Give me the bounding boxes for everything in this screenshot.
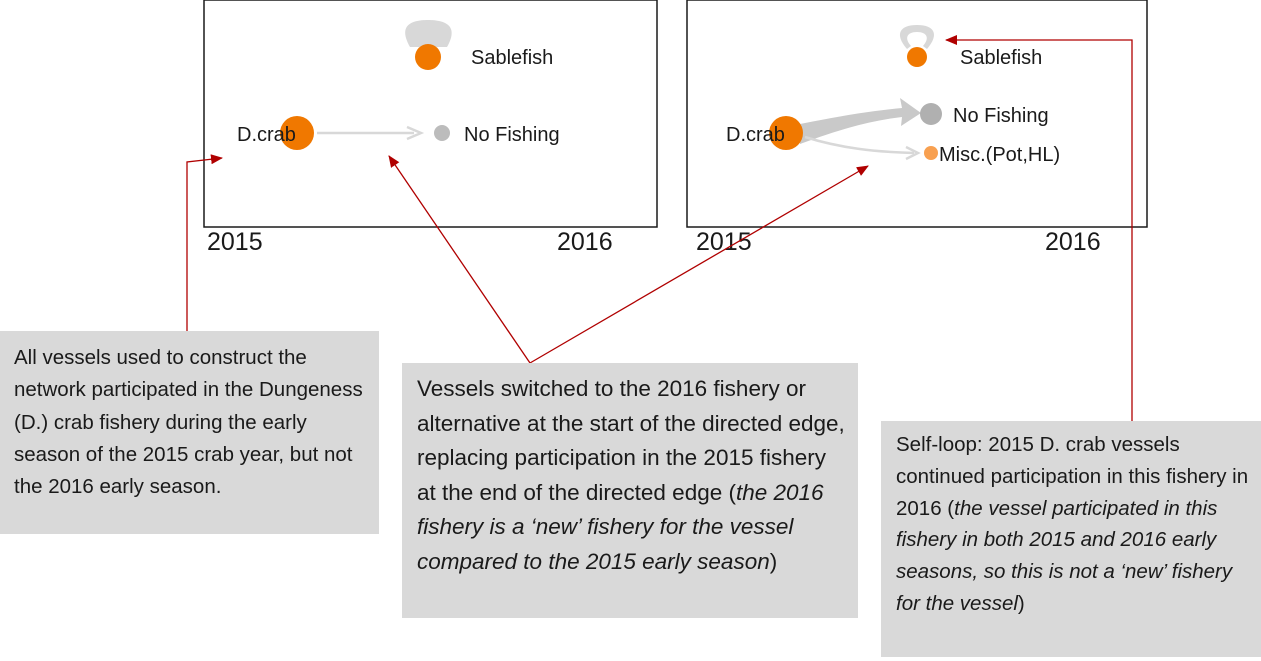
note-loop-text: Self-loop: 2015 D. crab vessels continue…: [896, 429, 1251, 620]
callout-arrow-to-dcrab: [186, 154, 223, 331]
note-network-definition: All vessels used to construct the networ…: [0, 331, 379, 534]
note-loop-main: Self-loop: 2015 D. crab vessels continue…: [896, 433, 1249, 520]
callout-arrow-to-edge-panel-1: [388, 155, 531, 364]
note-directed-edge: Vessels switched to the 2016 fishery or …: [402, 363, 858, 618]
label-dcrab: D.crab: [726, 124, 785, 146]
callout-arrows: [186, 35, 1133, 421]
edge-dcrab-to-no-fishing: [317, 125, 425, 141]
label-sablefish: Sablefish: [960, 47, 1042, 69]
note-loop-end: ): [1017, 591, 1025, 615]
label-sablefish: Sablefish: [471, 47, 553, 69]
node-misc: [924, 146, 938, 160]
sablefish-self-loop: [405, 20, 452, 47]
note-network-text: All vessels used to construct the networ…: [14, 346, 363, 499]
edge-dcrab-to-misc: [804, 135, 921, 161]
note-edge-end: ): [769, 548, 778, 574]
note-edge-italic: the 2016 fishery is a ‘new’ fishery for …: [417, 479, 824, 574]
node-no-fishing: [434, 125, 450, 141]
node-sablefish: [415, 44, 441, 70]
year-end-label: 2016: [557, 228, 613, 256]
year-end-label: 2016: [1045, 228, 1101, 256]
callout-arrow-to-edge-panel-2: [529, 165, 869, 364]
note-self-loop: Self-loop: 2015 D. crab vessels continue…: [881, 421, 1261, 657]
label-no-fishing: No Fishing: [953, 105, 1049, 127]
network-panel-2: Sablefish No Fishing Misc.(Pot,HL) D.cra…: [686, 0, 1148, 256]
year-start-label: 2015: [207, 228, 263, 256]
sablefish-self-loop: [899, 25, 935, 49]
node-dcrab: [280, 116, 314, 150]
label-no-fishing: No Fishing: [464, 124, 560, 146]
year-start-label: 2015: [696, 228, 752, 256]
network-panel-1: Sablefish D.crab No Fishing 2015 2016: [203, 0, 658, 256]
note-edge-text: Vessels switched to the 2016 fishery or …: [417, 372, 846, 580]
panel-frame: [203, 0, 658, 228]
node-dcrab: [769, 116, 803, 150]
node-no-fishing: [920, 103, 942, 125]
note-loop-italic: the vessel participated in this fishery …: [896, 496, 1233, 615]
node-sablefish: [907, 47, 927, 67]
note-edge-main: Vessels switched to the 2016 fishery or …: [417, 376, 845, 505]
label-dcrab: D.crab: [237, 124, 296, 146]
edge-dcrab-to-no-fishing: [800, 98, 921, 144]
label-misc: Misc.(Pot,HL): [939, 144, 1060, 166]
callout-arrow-to-self-loop: [945, 35, 1133, 421]
panel-frame: [686, 0, 1148, 228]
